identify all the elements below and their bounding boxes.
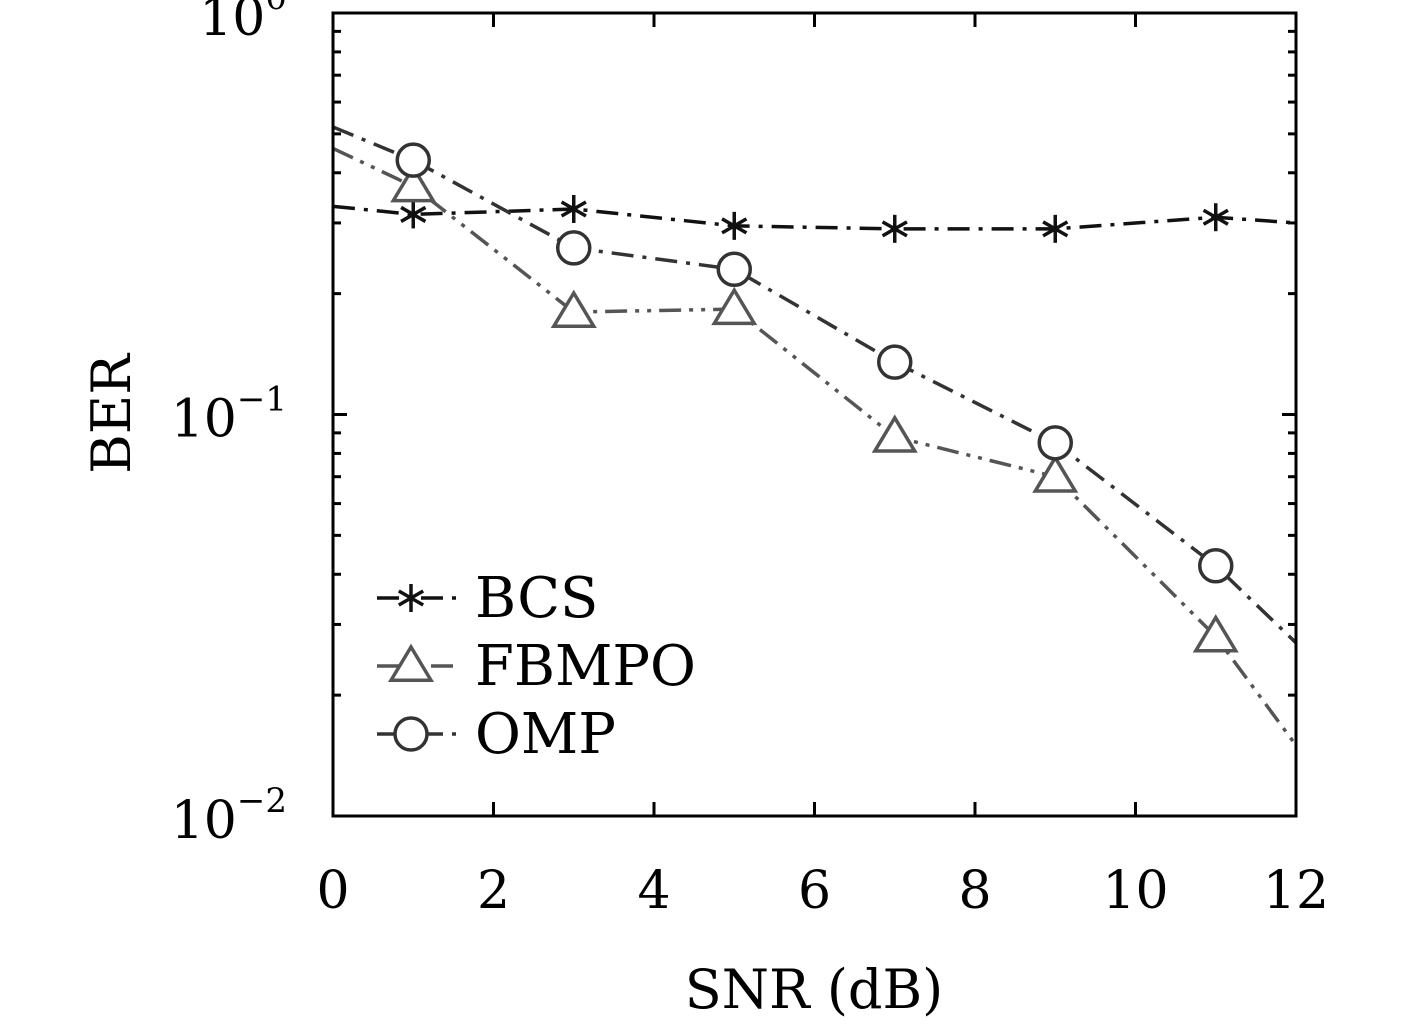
omp-marker	[1198, 548, 1234, 584]
asterisk-stroke	[1202, 208, 1229, 226]
legend-label: FBMPO	[475, 634, 696, 699]
fbmpo-marker	[871, 414, 918, 453]
plot-frame	[331, 11, 1298, 818]
omp-series	[333, 125, 1296, 645]
bcs-series	[333, 194, 1296, 243]
fbmpo-marker	[550, 289, 597, 329]
x-tick-label: 6	[798, 861, 831, 921]
omp-marker	[395, 142, 431, 178]
fbmpo-marker	[390, 163, 437, 203]
x-tick-label: 0	[316, 861, 349, 921]
circle-mark	[393, 716, 429, 752]
y-tick-label: 100	[199, 0, 287, 48]
bcs-marker	[560, 194, 587, 223]
y-axis-label: BER	[80, 353, 143, 474]
triangle-mark	[711, 286, 758, 326]
x-axis-label: SNR (dB)	[685, 958, 943, 1021]
asterisk-stroke	[400, 205, 427, 223]
bcs-marker	[881, 214, 908, 243]
y-tick-label: 10−2	[171, 781, 287, 851]
x-tick-labels: 0 2 4 6 8 10 12	[316, 861, 1329, 921]
legend-item-omp: OMP	[377, 702, 616, 767]
asterisk-stroke	[397, 589, 425, 607]
circle-mark	[877, 344, 913, 380]
bcs-marker	[721, 211, 748, 240]
asterisk-stroke	[881, 220, 908, 238]
circle-mark	[556, 230, 592, 266]
triangle-mark	[1192, 614, 1239, 653]
fbmpo-series	[333, 146, 1296, 747]
legend-omp-marker	[393, 716, 429, 752]
omp-marker	[877, 344, 913, 380]
fbmpo-line	[333, 146, 1296, 747]
omp-marker	[1037, 425, 1073, 461]
series-layer	[333, 125, 1296, 747]
x-tick-label: 10	[1102, 861, 1168, 921]
bcs-marker	[400, 200, 427, 229]
triangle-mark	[550, 289, 597, 329]
circle-mark	[1037, 425, 1073, 461]
circle-mark	[395, 142, 431, 178]
x-tick-label: 8	[958, 861, 991, 921]
legend-label: OMP	[475, 702, 616, 767]
triangle-mark	[1032, 454, 1079, 493]
y-tick-label: 10−1	[171, 380, 287, 450]
omp-marker	[556, 230, 592, 266]
legend-item-bcs: BCS	[377, 566, 598, 631]
bcs-line	[333, 204, 1296, 231]
y-tick-labels: 100 10−1 10−2	[171, 0, 287, 851]
asterisk-stroke	[560, 200, 587, 218]
omp-marker	[716, 251, 752, 288]
triangle-mark	[390, 163, 437, 203]
circle-mark	[716, 251, 752, 288]
fbmpo-marker	[1192, 614, 1239, 653]
asterisk-stroke	[721, 217, 748, 235]
legend-label: BCS	[475, 566, 598, 631]
legend-item-fbmpo: FBMPO	[377, 634, 696, 699]
bcs-marker	[1202, 203, 1229, 232]
bcs-marker	[1042, 214, 1069, 243]
circle-mark	[1198, 548, 1234, 584]
legend-fbmpo-marker	[387, 643, 435, 682]
triangle-mark	[871, 414, 918, 453]
fbmpo-marker	[711, 286, 758, 326]
x-tick-label: 4	[637, 861, 670, 921]
triangle-mark	[387, 643, 435, 682]
x-tick-label: 12	[1263, 861, 1329, 921]
asterisk-stroke	[1042, 220, 1069, 238]
x-tick-label: 2	[477, 861, 510, 921]
fbmpo-marker	[1032, 454, 1079, 493]
legend-bcs-marker	[397, 584, 425, 612]
